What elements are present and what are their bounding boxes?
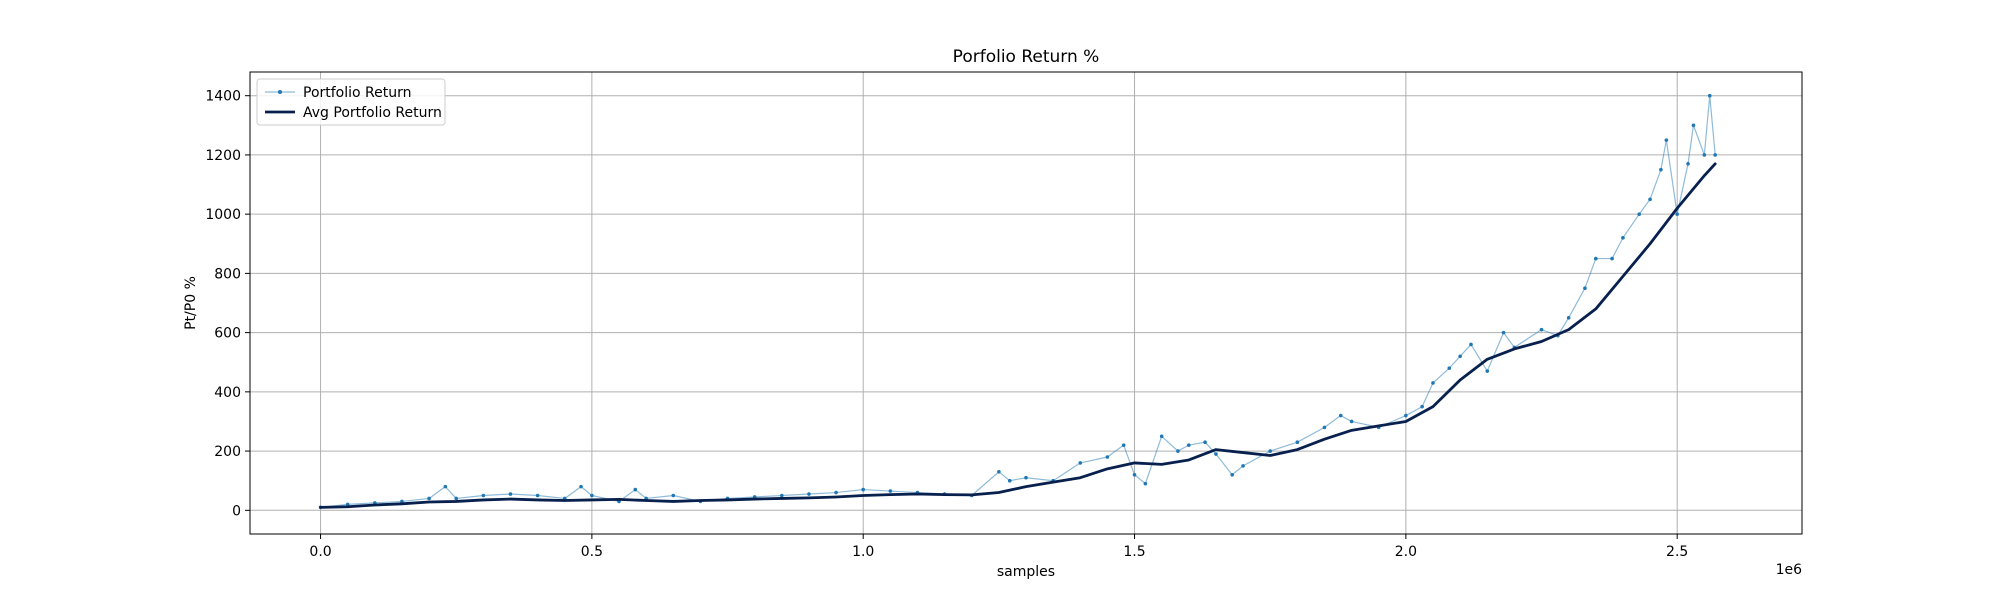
portfolio-return-point [579,484,583,489]
legend-box [256,78,446,126]
portfolio-return-point [1501,330,1506,335]
portfolio-return-point [1686,162,1690,166]
portfolio-return-point [1675,212,1679,216]
portfolio-return-point [1621,236,1625,240]
ticks: 0.0 0.5 1.0 1.5 2.0 2.5 0 200 400 600 800 1000 1200 1… [205,89,1688,560]
portfolio-return-point [1007,478,1012,483]
portfolio-return-point [1566,316,1571,320]
portfolio-return-point [1404,413,1408,418]
legend-marker-portfolio-return [278,90,282,94]
portfolio-return-point [1702,153,1707,157]
portfolio-return-point [1214,452,1218,456]
portfolio-return-point [1648,197,1652,202]
x-tick-label: 1.0 [852,544,874,560]
portfolio-return-point [1431,381,1435,385]
portfolio-return-point [1322,425,1327,430]
portfolio-return-point [997,470,1001,474]
portfolio-return-point [400,499,404,504]
portfolio-return-point [590,493,594,498]
portfolio-return-point [1583,286,1587,290]
y-tick-label: 200 [214,444,241,460]
portfolio-return-point [1230,472,1235,477]
portfolio-return-point [834,490,838,495]
portfolio-return-point [1539,327,1544,332]
portfolio-return-point [1447,366,1452,370]
chart-title: Porfolio Return % [953,47,1100,67]
x-tick-label: 2.0 [1395,544,1417,560]
x-tick-label: 2.5 [1666,544,1688,560]
portfolio-return-point [1121,443,1126,447]
series-layer [318,93,1717,510]
legend-label-portfolio-return: Portfolio Return [303,85,412,101]
portfolio-return-point [1349,419,1354,424]
y-tick-label: 1400 [205,89,241,105]
portfolio-return-point [454,496,459,501]
portfolio-return-point [1485,369,1490,373]
portfolio-return-point [1593,256,1598,261]
portfolio-return-point [1707,93,1712,98]
y-tick-label: 0 [232,503,241,519]
portfolio-return-point [1713,153,1717,157]
portfolio-return-point [1132,472,1137,477]
x-tick-label: 0.0 [309,544,331,560]
portfolio-return-point [1659,167,1663,172]
portfolio-return-point [1241,464,1245,468]
y-axis-label: Pt/P0 % [183,276,199,330]
portfolio-return-point [1143,481,1148,486]
portfolio-return-point [1295,440,1300,444]
portfolio-return-point [1268,449,1272,453]
y-tick-label: 1000 [205,207,241,223]
portfolio-return-point [1338,413,1343,418]
portfolio-return-point [1105,455,1110,459]
portfolio-return-point [1458,354,1462,359]
portfolio-return-point [633,487,638,492]
portfolio-return-point [888,489,893,493]
portfolio-return-point [535,493,540,498]
legend: Portfolio Return Avg Portfolio Return [256,78,446,126]
portfolio-return-point [1176,449,1180,453]
portfolio-return-point [1610,256,1614,261]
x-tick-label: 1.5 [1123,544,1145,560]
y-tick-label: 1200 [205,148,241,164]
grid [250,72,1802,534]
portfolio-return-point [1637,212,1642,216]
y-tick-label: 600 [214,326,241,342]
y-tick-label: 400 [214,385,241,401]
portfolio-return-point [1078,461,1083,465]
portfolio-return-point [671,493,676,498]
portfolio-return-point [1420,404,1424,409]
portfolio-return-point [807,492,811,496]
portfolio-return-point [1186,443,1191,447]
plot-frame [249,71,1803,535]
portfolio-return-point [1203,440,1207,444]
portfolio-return-point [861,487,866,492]
legend-label-avg-portfolio-return: Avg Portfolio Return [303,105,442,121]
portfolio-return-point [427,496,431,501]
portfolio-return-point [1159,434,1164,439]
x-tick-label: 0.5 [581,544,603,560]
series-avg-portfolio-return-line [319,162,1717,509]
portfolio-return-point [508,492,513,496]
portfolio-return-point [1691,123,1696,128]
portfolio-return-point [443,484,448,489]
portfolio-return-point [1664,138,1669,142]
y-tick-label: 800 [214,266,241,282]
portfolio-return-point [780,493,784,498]
portfolio-return-point [481,493,486,498]
portfolio-return-point [1469,342,1473,347]
x-axis-offset-text: 1e6 [1776,562,1803,578]
x-axis-label: samples [997,564,1055,580]
portfolio-return-point [345,502,350,507]
portfolio-return-point [1024,475,1028,480]
